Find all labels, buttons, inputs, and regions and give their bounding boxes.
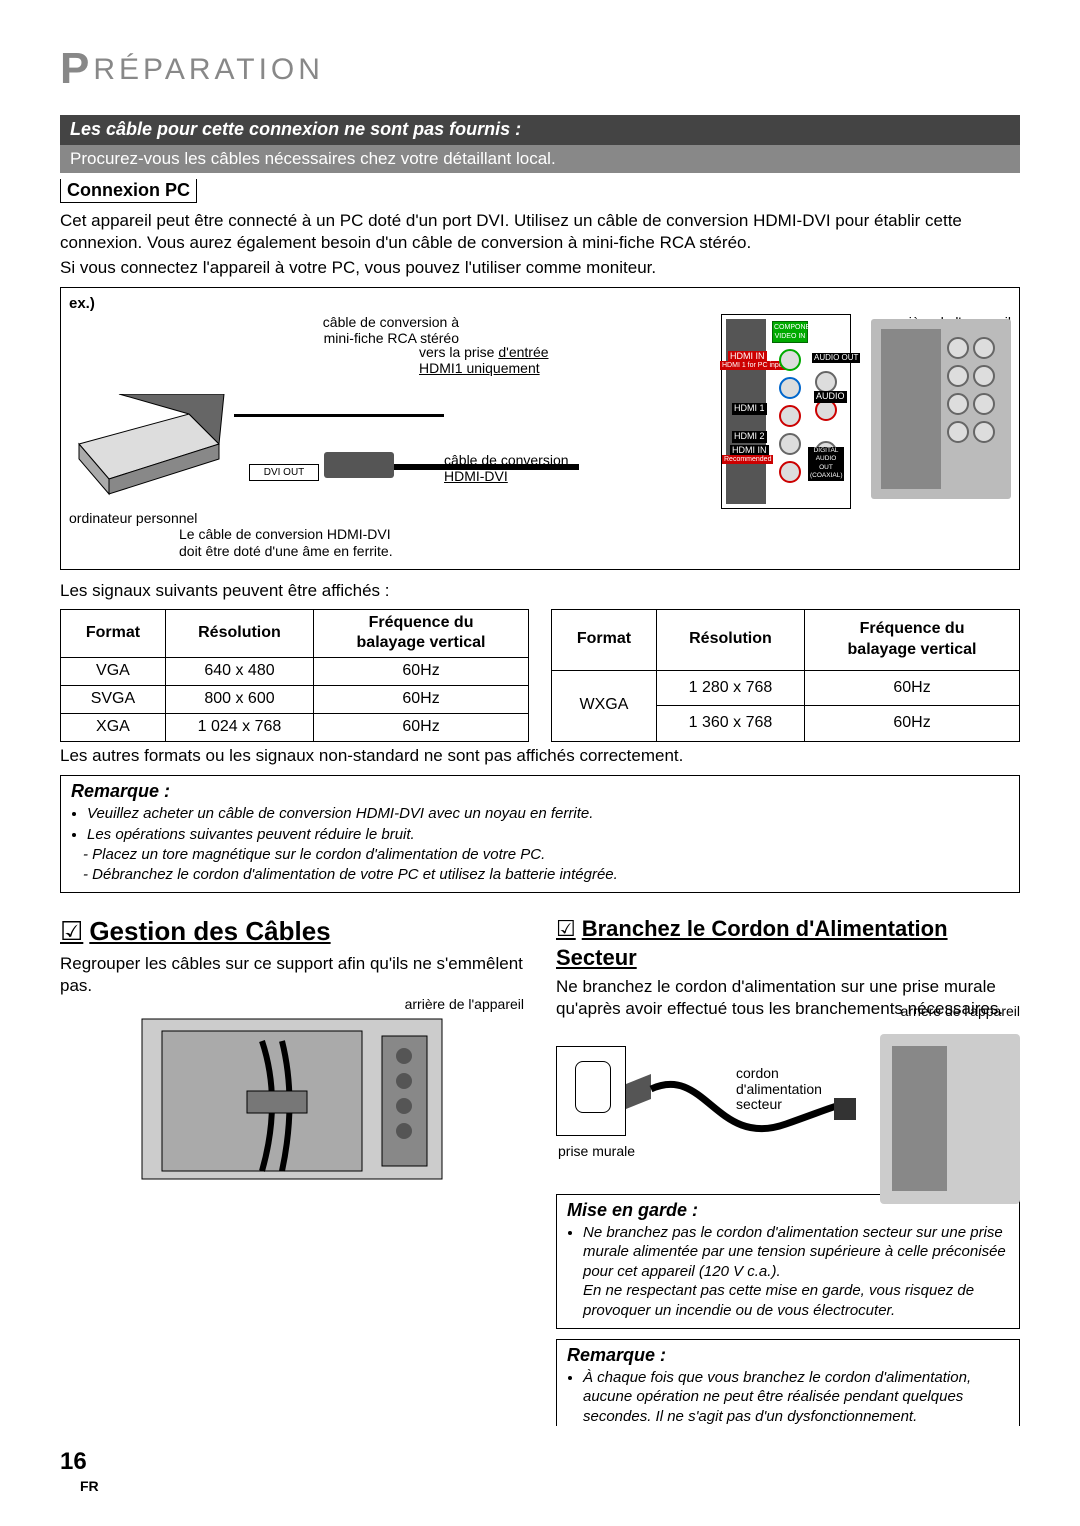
page-number: 16 FR: [60, 1446, 1020, 1495]
remarque-item: À chaque fois que vous branchez le cordo…: [583, 1368, 1009, 1427]
dvi-out-label: DVI OUT: [249, 464, 319, 481]
hdmi1-port-icon: [727, 379, 765, 393]
table-row: SVGA800 x 60060Hz: [61, 685, 529, 713]
pc-label: ordinateur personnel: [69, 510, 197, 526]
l-jack-icon: [779, 433, 801, 455]
signal-tables: Format Résolution Fréquence dubalayage v…: [60, 609, 1020, 742]
th-resolution: Résolution: [165, 609, 313, 658]
title-rest: RÉPARATION: [93, 53, 324, 86]
signals-note: Les autres formats ou les signaux non-st…: [60, 745, 1020, 767]
band-buy-local: Procurez-vous les câbles nécessaires che…: [60, 145, 1020, 173]
title-dropcap: P: [60, 44, 93, 93]
warning-item: Ne branchez pas le cordon d'alimentation…: [583, 1223, 1009, 1282]
signal-table-right: Format Résolution Fréquence dubalayage v…: [551, 609, 1020, 742]
recommended-label: Recommended: [722, 455, 773, 464]
cable-mgmt-icon: [60, 1001, 524, 1191]
power-cord-title: Branchez le Cordon d'Alimentation Secteu…: [556, 915, 1020, 972]
audio-out-label: AUDIO OUT: [812, 353, 860, 363]
power-cord-illustration: arrière de l'appareil prise murale cordo…: [556, 1024, 1020, 1184]
example-label: ex.): [69, 294, 1011, 314]
power-cord-section: Branchez le Cordon d'Alimentation Secteu…: [556, 915, 1020, 1426]
band-not-supplied: Les câble pour cette connexion ne sont p…: [60, 115, 1020, 144]
th-format: Format: [61, 609, 166, 658]
pb-jack-icon: [779, 377, 801, 399]
th-format: Format: [552, 609, 657, 671]
cord-label: cordon d'alimentation secteur: [736, 1066, 822, 1112]
connection-diagram: câble de conversion à mini-fiche RCA sté…: [69, 314, 1011, 524]
hdmi1-label: HDMI 1: [732, 403, 767, 415]
th-freq: Fréquence dubalayage vertical: [805, 609, 1020, 671]
laptop-icon: [69, 394, 229, 504]
example-box: ex.) câble de conversion à mini-fiche RC…: [60, 287, 1020, 570]
cable-management-title: Gestion des Câbles: [60, 915, 524, 949]
digital-out-label: DIGITAL AUDIO OUT (COAXIAL): [808, 447, 844, 481]
tv-back-icon: [871, 319, 1011, 499]
signal-table-left: Format Résolution Fréquence dubalayage v…: [60, 609, 529, 742]
warning-item: En ne respectant pas cette mise en garde…: [583, 1281, 1009, 1320]
cable-management-illustration: arrière de l'appareil: [60, 1001, 524, 1191]
warning-box: Mise en garde : Ne branchez pas le cordo…: [556, 1194, 1020, 1329]
component-label: COMPONENT VIDEO IN: [772, 321, 808, 343]
remarque-box-2: Remarque : À chaque fois que vous branch…: [556, 1339, 1020, 1426]
pr-jack-icon: [779, 405, 801, 427]
pc-connection-p2: Si vous connectez l'appareil à votre PC,…: [60, 257, 1020, 279]
remarque-title-2: Remarque :: [567, 1344, 1009, 1367]
th-resolution: Résolution: [656, 609, 804, 671]
cable-management-section: Gestion des Câbles Regrouper les câbles …: [60, 915, 524, 1426]
tv-back-icon-2: [880, 1034, 1020, 1204]
remarque-item: Les opérations suivantes peuvent réduire…: [87, 825, 1009, 845]
cable-management-text: Regrouper les câbles sur ce support afin…: [60, 953, 524, 997]
pc-connection-p1: Cet appareil peut être connecté à un PC …: [60, 210, 1020, 254]
remarque-item: Veuillez acheter un câble de conversion …: [87, 804, 1009, 824]
table-row: WXGA1 280 x 76860Hz: [552, 671, 1020, 706]
page-title: PRÉPARATION: [60, 40, 1020, 97]
mini-rca-label: câble de conversion à mini-fiche RCA sté…: [259, 314, 459, 346]
table-row: VGA640 x 48060Hz: [61, 658, 529, 686]
back-label-3: arrière de l'appareil: [901, 1002, 1020, 1020]
pc-connection-label: Connexion PC: [60, 179, 197, 203]
signals-intro: Les signaux suivants peuvent être affich…: [60, 580, 1020, 602]
wall-outlet-icon: [556, 1046, 626, 1136]
hdmi2-label: HDMI 2: [732, 431, 767, 443]
l-out-jack-icon: [815, 371, 837, 393]
table-row: XGA1 024 x 76860Hz: [61, 713, 529, 741]
remarque-sub: - Débranchez le cordon d'alimentation de…: [83, 865, 1009, 885]
th-freq: Fréquence dubalayage vertical: [314, 609, 529, 658]
r-jack-icon: [779, 461, 801, 483]
dvi-plug-icon: [324, 452, 394, 478]
back-label-2: arrière de l'appareil: [405, 995, 524, 1013]
outlet-label: prise murale: [558, 1142, 635, 1160]
page-lang: FR: [80, 1477, 1020, 1495]
hdmi1-label: vers la prise d'entrée HDMI1 uniquement: [419, 344, 549, 376]
audio-cable-icon: [234, 414, 444, 417]
remarque-title: Remarque :: [71, 780, 1009, 803]
remarque-sub: - Placez un tore magnétique sur le cordo…: [83, 845, 1009, 865]
ferrite-note: Le câble de conversion HDMI-DVI doit êtr…: [179, 526, 1011, 560]
remarque-box-1: Remarque : Veuillez acheter un câble de …: [60, 775, 1020, 893]
audio-label: AUDIO: [814, 391, 847, 403]
connector-panel: HDMI IN HDMI 1 for PC input HDMI 1 HDMI …: [721, 314, 851, 509]
y-jack-icon: [779, 349, 801, 371]
